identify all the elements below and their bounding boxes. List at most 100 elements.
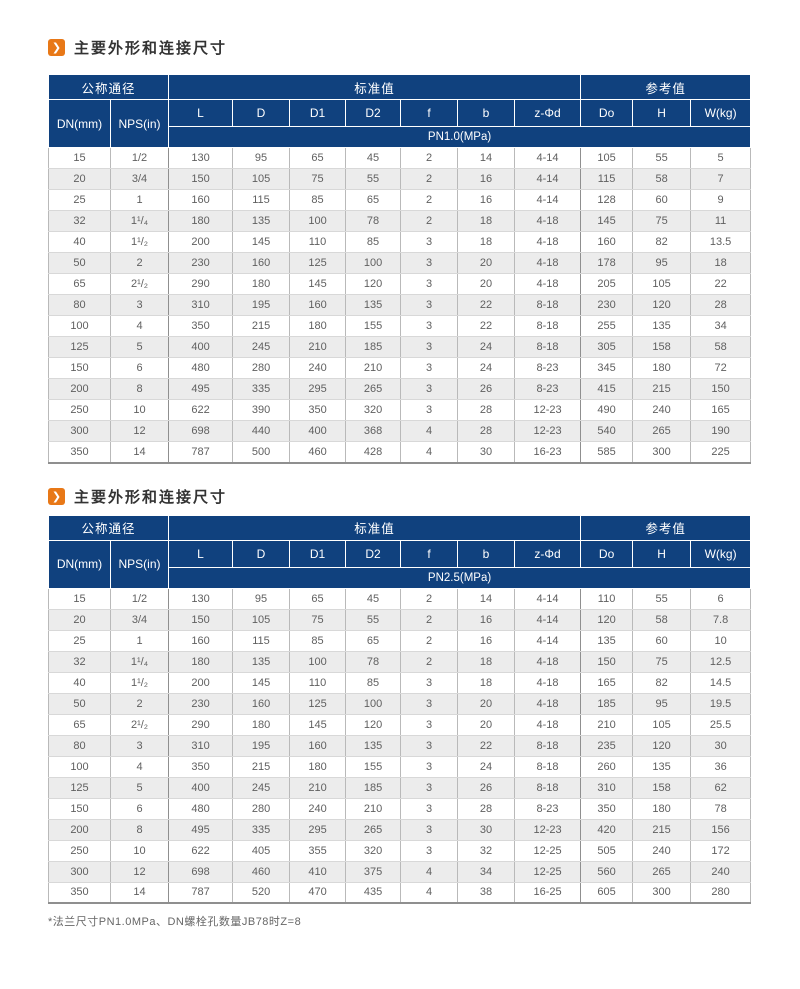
table-cell: 4-14 [514,608,582,631]
table-cell: 10 [109,839,170,862]
table-cell: 85 [289,189,347,211]
table-cell: 698 [168,860,234,883]
table-header: 公称通径 标准值 参考值 DN(mm) NPS(in) L D D1 D2 f … [47,514,752,589]
table-cell: 4-18 [514,650,582,673]
table-row: 100 4 350 215 180 155 3 24 8-18 260 135 36 [48,755,752,778]
table-cell: 215 [632,818,692,841]
col-header-b: b [457,539,516,568]
table-cell: 4-18 [514,692,582,715]
table-cell: 19.5 [690,692,752,715]
table-cell: 178 [580,252,634,274]
table-cell: 230 [168,252,234,274]
table-cell: 4-18 [514,231,582,253]
table-cell: 8-18 [514,755,582,778]
table-cell: 158 [632,776,692,799]
table-cell: 440 [232,420,291,442]
table-cell: 428 [345,441,402,464]
table-cell: 435 [345,881,402,904]
table-cell: 3 [109,294,170,316]
table-cell: 260 [580,755,634,778]
section2-title-text: 主要外形和连接尺寸 [74,489,228,506]
table-cell: 787 [168,441,234,464]
table-cell: 155 [345,315,402,337]
table-cell: 480 [168,797,234,820]
table-cell: 4-18 [514,252,582,274]
table-cell: 375 [345,860,402,883]
table-cell: 240 [632,399,692,421]
table-cell: 3 [400,797,459,820]
table-cell: 4-18 [514,210,582,232]
table-cell: 34 [457,860,516,883]
table-cell: 250 [48,399,111,421]
table-row: 40 1¹/₂ 200 145 110 85 3 18 4-18 160 82 13.5 [48,231,752,253]
table-cell: 40 [48,231,111,253]
table-cell: 28 [457,399,516,421]
group-nominal-header: 公称通径 [47,74,170,100]
table-cell: 72 [690,357,752,379]
table-cell: 18 [457,231,516,253]
table-cell: 28 [457,797,516,820]
table-cell: 120 [632,734,692,757]
table-cell: 85 [345,671,402,694]
table-body: 15 1/2 130 95 65 45 2 14 4-14 105 55 5 20 3/4 150 105 75… [48,147,752,464]
table-cell: 18 [457,671,516,694]
table-cell: 150 [580,650,634,673]
table-cell: 12-25 [514,839,582,862]
table-cell: 145 [580,210,634,232]
table-cell: 4 [400,881,459,904]
table-cell: 495 [168,378,234,400]
table-cell: 105 [232,168,291,190]
table-cell: 6 [109,357,170,379]
table-cell: 355 [289,839,347,862]
table-cell: 75 [632,650,692,673]
table-cell: 95 [232,147,291,169]
table-cell: 160 [232,692,291,715]
table-cell: 55 [345,608,402,631]
table-cell: 787 [168,881,234,904]
table-cell: 78 [345,650,402,673]
table-cell: 12 [109,860,170,883]
col-header-do: Do [580,539,634,568]
col-header-d1: D1 [289,99,347,127]
pressure-rating-row: PN2.5(MPa) [49,566,752,589]
table-cell: 55 [632,147,692,169]
table-cell: 65 [345,189,402,211]
dimension-table-pn25: 公称通径 标准值 参考值 DN(mm) NPS(in) L D D1 D2 f … [47,514,752,904]
table-row: 200 8 495 335 295 265 3 30 12-23 420 215 156 [48,818,752,841]
table-row: 32 1¹/₄ 180 135 100 78 2 18 4-18 150 75 12.5 [48,650,752,673]
table-cell: 10 [690,629,752,652]
table-cell: 7 [690,168,752,190]
table-cell: 698 [168,420,234,442]
table-cell: 350 [168,755,234,778]
table-cell: 125 [48,776,111,799]
table-cell: 12-23 [514,399,582,421]
table-row: 200 8 495 335 295 265 3 26 8-23 415 215 150 [48,378,752,400]
table-cell: 120 [345,273,402,295]
table-cell: 145 [289,273,347,295]
column-header-row: DN(mm) NPS(in) L D D1 D2 f b z-Φd Do H W… [48,99,752,148]
table-cell: 400 [168,776,234,799]
table-cell: 185 [580,692,634,715]
table-cell: 265 [632,860,692,883]
table-cell: 310 [168,294,234,316]
table-cell: 405 [232,839,291,862]
table-cell: 25 [48,629,111,652]
table-cell: 520 [232,881,291,904]
table-cell: 38 [457,881,516,904]
table-cell: 3 [400,818,459,841]
table-cell: 180 [289,755,347,778]
table-row: 40 1¹/₂ 200 145 110 85 3 18 4-18 165 82 14.5 [48,671,752,694]
table-cell: 300 [48,860,111,883]
table-cell: 135 [345,294,402,316]
table-cell: 172 [690,839,752,862]
table-cell: 9 [690,189,752,211]
table-cell: 16 [457,189,516,211]
table-cell: 180 [168,210,234,232]
table-cell: 160 [289,294,347,316]
group-standard-header: 标准值 [168,514,582,541]
table-row: 32 1¹/₄ 180 135 100 78 2 18 4-18 145 75 11 [48,210,752,232]
table-cell: 5 [109,776,170,799]
arrow-bullet-icon: ❯ [48,488,65,505]
table-cell: 3 [400,776,459,799]
table-cell: 50 [48,692,111,715]
